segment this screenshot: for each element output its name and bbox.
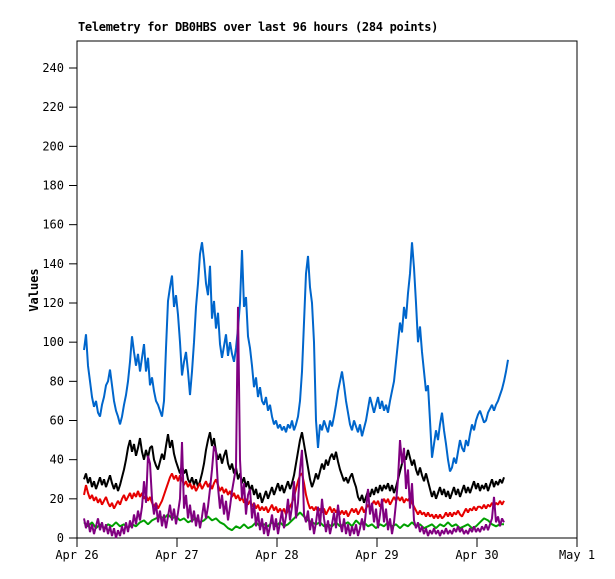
channel-purple-line — [83, 306, 505, 539]
x-tick-label: Apr 26 — [55, 548, 98, 562]
y-tick-label: 60 — [50, 414, 64, 428]
y-tick-label: 80 — [50, 374, 64, 388]
y-tick-label: 120 — [42, 296, 64, 310]
y-tick-label: 20 — [50, 492, 64, 506]
x-tick-label: Apr 29 — [355, 548, 398, 562]
channel-blue-line — [83, 242, 509, 472]
y-tick-label: 220 — [42, 100, 64, 114]
y-tick-label: 0 — [57, 531, 64, 545]
x-tick-label: May 1 — [559, 548, 595, 562]
x-tick-label: Apr 30 — [455, 548, 498, 562]
y-tick-label: 140 — [42, 257, 64, 271]
y-tick-label: 40 — [50, 453, 64, 467]
chart-title: Telemetry for DB0HBS over last 96 hours … — [78, 20, 439, 34]
x-tick-label: Apr 27 — [155, 548, 198, 562]
y-tick-label: 180 — [42, 179, 64, 193]
plot-border — [76, 40, 578, 539]
channel-black-line — [83, 432, 505, 504]
y-tick-label: 160 — [42, 218, 64, 232]
y-tick-label: 200 — [42, 139, 64, 153]
channel-green-line — [83, 511, 504, 532]
y-tick-label: 240 — [42, 61, 64, 75]
x-tick-label: Apr 28 — [255, 548, 298, 562]
y-tick-label: 100 — [42, 335, 64, 349]
